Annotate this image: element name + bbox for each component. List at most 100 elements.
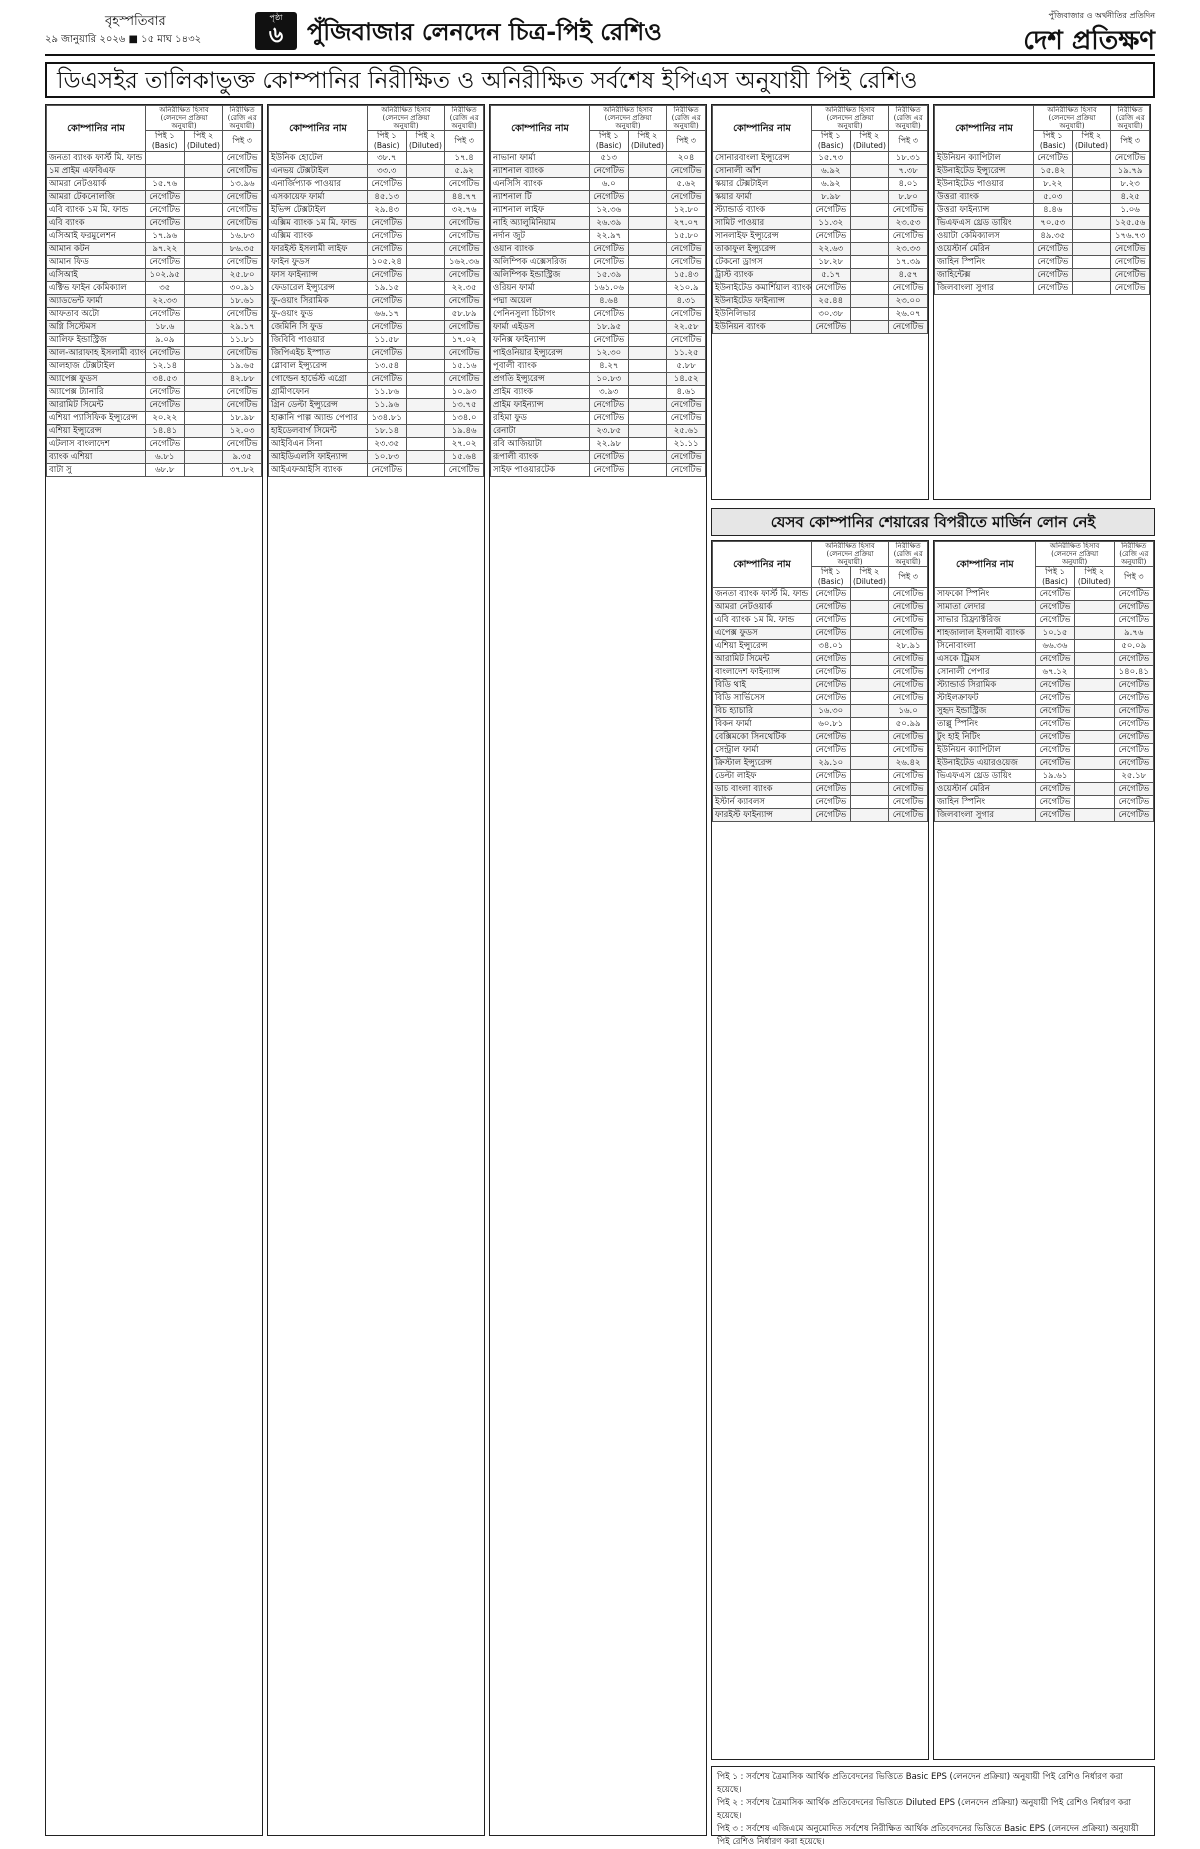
pe-value: নেগেটিভ [888, 808, 928, 822]
pe-value: ২২.৬৩ [810, 242, 851, 256]
pe-value: ১৫.৮০ [666, 229, 706, 243]
pe-value [405, 385, 446, 399]
pe-value [183, 281, 224, 295]
company-name: আল-আরাফাহ ইসলামী ব্যাংক [46, 346, 146, 360]
pe-value: ১০৫.২৪ [366, 255, 407, 269]
company-row: ওয়েস্টার্ন মেরিন নেগেটিভ নেগেটিভ [934, 242, 1150, 256]
pe-value [849, 177, 890, 191]
pe-value: ৩.৯৩ [588, 385, 629, 399]
table-body: সাফকো স্পিনিং নেগেটিভ নেগেটিভ সামাতা লেদার ন… [934, 587, 1155, 822]
pe-value [1074, 678, 1115, 692]
pe-value: ৩৭.৮২ [222, 463, 262, 477]
pe-value: ২৯.৪৩ [366, 203, 407, 217]
pe-value: ৬.৯২ [810, 177, 851, 191]
company-row: ভিএফএস থ্রেড ডায়িং ৭০.৫৩ ১২৫.৫৬ [934, 216, 1150, 230]
pe-label: পিই ২ [1081, 131, 1102, 141]
company-name: ইউনিক হোটেল [268, 151, 368, 165]
pe-value: নেগেটিভ [888, 795, 928, 809]
pe-value [144, 151, 185, 165]
pe-value: ১২.০৩ [222, 424, 262, 438]
pe-value: ১৭.০২ [444, 333, 484, 347]
company-row: ন্যাশনাল ব্যাংক নেগেটিভ নেগেটিভ [490, 164, 706, 178]
company-row: গ্লোবাল ইন্স্যুরেন্স ১৩.৫৪ ১৫.১৬ [268, 359, 484, 373]
logo: দেশ প্রতিক্ষণ [1023, 26, 1155, 56]
pe-value [183, 255, 224, 269]
pe-value [183, 437, 224, 451]
company-row: স্ট্যান্ডার্ড ব্যাংক নেগেটিভ নেগেটিভ [712, 203, 928, 217]
company-row: নাভানা ফার্মা ৫১৩ ২০৪ [490, 151, 706, 165]
pe-header: পিই ২ (Diluted) [849, 566, 890, 588]
pe-value [849, 294, 890, 308]
pe-value: ১৭.৪ [444, 151, 484, 165]
pe-value: নেগেটিভ [366, 268, 407, 282]
company-name: পদ্মা অয়েল [490, 294, 590, 308]
company-row: অগ্নি সিস্টেমস ১৮.৬ ২৯.১৭ [46, 320, 262, 334]
header-row: পিই ১ (Basic) পিই ২ (Diluted) পিই ৩ [713, 130, 928, 152]
header-row: কোম্পানির নাম অনিরীক্ষিত হিসাব (লেনদেন প্… [712, 541, 928, 588]
pe-sub: (Diluted) [1077, 577, 1111, 586]
pe-value: ১৯.৬৫ [222, 359, 262, 373]
company-name: অলিম্পিক ইন্ডাস্ট্রিজ [490, 268, 590, 282]
masthead: বৃহস্পতিবার ২৯ জানুয়ারি ২০২৬ ■ ১৫ মাঘ ১… [45, 10, 1155, 56]
company-row: রবি আজিয়াটা ২২.৯৮ ২১.১১ [490, 437, 706, 451]
pe-value [405, 411, 446, 425]
company-name: রবি আজিয়াটা [490, 437, 590, 451]
pe-value [849, 613, 890, 627]
pe-value: ৩০.৯১ [222, 281, 262, 295]
pe-table: কোম্পানির নাম অনিরীক্ষিত হিসাব (লেনদেন প্… [46, 105, 262, 477]
pe-value: নেগেটিভ [1113, 782, 1155, 796]
pe-value: নেগেটিভ [888, 229, 928, 243]
pe-value: ২৮.৯১ [888, 639, 928, 653]
company-name: উত্তরা ফাইন্যান্স [934, 203, 1034, 217]
company-row: ন্যাশনাল টি নেগেটিভ নেগেটিভ [490, 190, 706, 204]
pe-value: নেগেটিভ [144, 255, 185, 269]
pe-value: নেগেটিভ [810, 320, 851, 334]
company-name: সুহৃদ ইন্ডাস্ট্রিজ [934, 704, 1036, 718]
company-name: গ্লোবাল ইন্স্যুরেন্স [268, 359, 368, 373]
pe-value: ১৬১.০৬ [588, 281, 629, 295]
company-row: আলহাজ টেক্সটাইল ১২.১৪ ১৯.৬৫ [46, 359, 262, 373]
pe-value: ১৬.৮৩ [222, 229, 262, 243]
pe-value: নেগেটিভ [1113, 743, 1155, 757]
company-row: অলিম্পিক ইন্ডাস্ট্রিজ ১৫.৩৯ ১৫.৪৩ [490, 268, 706, 282]
pe-value [183, 320, 224, 334]
pe-value: নেগেটিভ [1113, 704, 1155, 718]
pe-value: ৫.৯২ [444, 164, 484, 178]
pe-value: নেগেটিভ [588, 450, 629, 464]
company-row: জিপিএইচ ইস্পাত নেগেটিভ নেগেটিভ [268, 346, 484, 360]
company-name: নর্দান জুট [490, 229, 590, 243]
pe-table: কোম্পানির নাম অনিরীক্ষিত হিসাব (লেনদেন প্… [268, 105, 484, 477]
company-row: জাহিন স্পিনিং নেগেটিভ নেগেটিভ [934, 795, 1155, 809]
company-row: আমরা নেটওয়ার্ক ১৫.৭৬ ১৩.৯৬ [46, 177, 262, 191]
pe-value: নেগেটিভ [1113, 613, 1155, 627]
company-name: বিচ হ্যাচারি [712, 704, 812, 718]
pe-value: নেগেটিভ [1034, 717, 1076, 731]
company-name: অ্যাপেক্স ফুডস [46, 372, 146, 386]
pe-value: ২২.৯৮ [588, 437, 629, 451]
pe-sub: (Basic) [373, 141, 400, 150]
pe-value: নেগেটিভ [666, 255, 706, 269]
pe-sub: (Diluted) [631, 141, 664, 150]
pe-value: ১২.৩৬ [588, 203, 629, 217]
company-row: জিবিবি পাওয়ার ১১.৫৮ ১৭.০২ [268, 333, 484, 347]
pe-label: পিই ৩ [898, 136, 918, 145]
pe-value: ১৮.১৪ [366, 424, 407, 438]
pe-value [849, 704, 890, 718]
company-row: এটলাস বাংলাদেশ নেগেটিভ নেগেটিভ [46, 437, 262, 451]
pe-value: ২৩.৮৫ [588, 424, 629, 438]
company-name: ওয়াটা কেমিক্যালস [934, 229, 1034, 243]
pe-value [627, 450, 668, 464]
pe-value: ৪.৪৬ [1032, 203, 1073, 217]
company-name: শাহজালাল ইসলামী ব্যাংক [934, 626, 1036, 640]
pe-value: নেগেটিভ [366, 294, 407, 308]
pe-value: ২৭.০২ [444, 437, 484, 451]
audited-header: নিরীক্ষিত (রেজি এর অনুযায়ী) [888, 541, 928, 567]
pe-value: নেগেটিভ [810, 281, 851, 295]
pe-value: নেগেটিভ [1034, 808, 1076, 822]
pe-value: ৫.৮৮ [666, 359, 706, 373]
pe-label: পিই ১ [820, 567, 841, 577]
pe-value: নেগেটিভ [222, 164, 262, 178]
company-name: আমরা টেকনোলজি [46, 190, 146, 204]
pe-value [405, 255, 446, 269]
pe-value: ২২.৩৫ [444, 281, 484, 295]
